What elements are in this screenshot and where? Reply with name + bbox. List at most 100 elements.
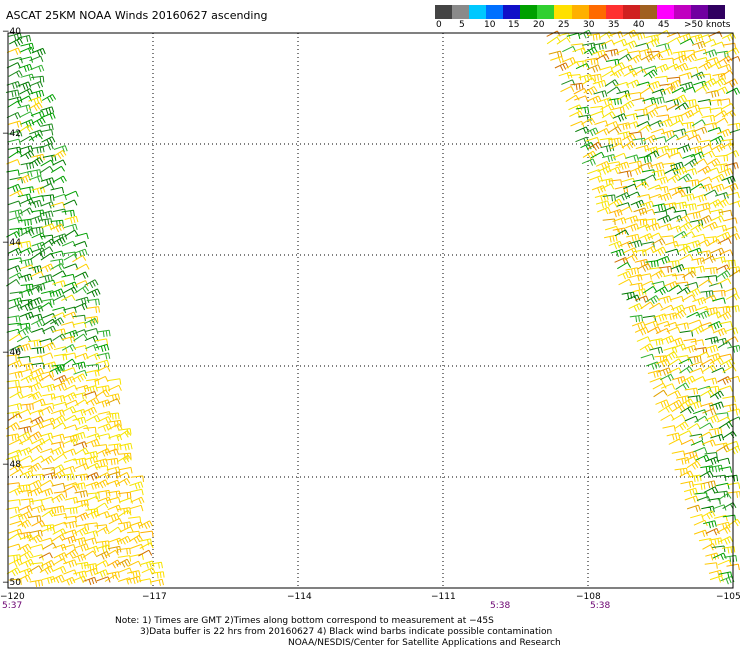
wind-barb: [655, 186, 669, 194]
wind-barb: [41, 279, 56, 287]
wind-barb: [702, 480, 717, 489]
wind-barb: [729, 129, 740, 134]
wind-barb: [589, 175, 604, 183]
wind-barb: [75, 296, 90, 305]
wind-barb: [96, 448, 111, 457]
wind-barb: [53, 453, 68, 462]
wind-barb: [18, 505, 33, 513]
wind-barb: [566, 32, 581, 40]
wind-barb: [697, 250, 712, 258]
wind-barb: [711, 367, 726, 374]
colorbar-label: 10: [484, 20, 496, 30]
wind-barb: [628, 54, 643, 64]
wind-barb: [19, 417, 33, 424]
wind-barb: [706, 158, 721, 168]
wind-barb: [50, 219, 64, 227]
wind-barb: [75, 561, 89, 570]
wind-barb: [681, 86, 696, 93]
wind-barb: [698, 144, 713, 151]
wind-barb: [53, 374, 68, 384]
wind-barb: [62, 367, 77, 374]
wind-barb: [668, 151, 683, 159]
wind-barb: [662, 162, 676, 170]
wind-barb: [28, 102, 43, 112]
wind-barb: [39, 565, 54, 575]
wind-barb: [710, 135, 725, 145]
wind-barb: [53, 346, 68, 353]
wind-barb: [694, 415, 709, 423]
wind-barb: [29, 215, 44, 224]
wind-barb: [71, 431, 86, 441]
wind-barb: [650, 338, 664, 346]
wind-barb: [28, 565, 43, 573]
wind-barb: [661, 235, 675, 242]
wind-barb: [646, 222, 661, 232]
wind-barb: [17, 326, 32, 336]
wind-barb: [606, 86, 621, 94]
wind-barb: [645, 38, 660, 47]
wind-barb: [7, 499, 21, 506]
wind-barb: [31, 117, 46, 127]
wind-barb: [51, 534, 66, 542]
wind-barb: [138, 538, 153, 546]
wind-barb: [707, 127, 722, 134]
wind-barb: [698, 176, 713, 183]
wind-barb: [708, 427, 723, 435]
wind-barb: [688, 355, 702, 363]
wind-barb: [86, 306, 100, 313]
wind-barb: [40, 252, 55, 261]
y-tick-label: −46: [2, 348, 21, 358]
wind-barb: [644, 146, 659, 155]
wind-barb: [699, 422, 714, 430]
wind-barb: [666, 260, 680, 268]
wind-barb: [74, 280, 89, 287]
wind-barb: [656, 152, 671, 159]
wind-barb: [675, 355, 690, 362]
wind-barb: [50, 186, 65, 194]
wind-barb: [698, 106, 712, 114]
wind-barb: [663, 312, 678, 321]
wind-barb: [107, 559, 122, 569]
wind-barb: [691, 233, 706, 241]
wind-barb: [612, 227, 627, 236]
wind-barb: [84, 451, 99, 459]
wind-barb: [107, 471, 122, 479]
wind-barb: [691, 376, 706, 383]
wind-barb: [655, 145, 670, 154]
wind-barb: [695, 84, 710, 93]
wind-barb: [668, 399, 683, 409]
wind-barb: [41, 112, 56, 120]
wind-barb: [634, 218, 648, 226]
wind-barb: [139, 542, 154, 549]
wind-barb: [28, 487, 43, 496]
wind-barb: [62, 535, 77, 544]
wind-barb: [85, 316, 99, 324]
wind-barb: [52, 565, 67, 574]
wind-barb: [724, 336, 739, 343]
wind-barb: [41, 526, 56, 533]
wind-barb: [675, 457, 690, 465]
wind-barb: [40, 402, 55, 410]
colorbar-segment: [708, 5, 726, 19]
wind-barb: [96, 352, 111, 360]
wind-barb: [621, 140, 636, 150]
wind-barb: [663, 202, 677, 210]
wind-barb: [703, 520, 717, 529]
wind-barb: [691, 265, 705, 273]
wind-barb: [697, 207, 712, 215]
x-tick-label: −105: [716, 592, 740, 602]
wind-barb: [680, 438, 695, 446]
wind-barb: [74, 399, 89, 407]
wind-barb: [708, 320, 723, 330]
wind-barb: [671, 86, 686, 94]
colorbar-labels: 0 5 10 15 20 25 30 35 40 45 >50 knots: [430, 20, 740, 32]
wind-barb: [620, 100, 635, 110]
wind-barb: [6, 81, 21, 90]
colorbar-segment: [554, 5, 572, 19]
wind-barb: [686, 504, 701, 512]
wind-barb: [117, 507, 132, 515]
wind-barb: [39, 352, 54, 359]
wind-barb: [691, 40, 706, 50]
wind-barb: [72, 373, 87, 383]
wind-barb: [63, 438, 78, 446]
